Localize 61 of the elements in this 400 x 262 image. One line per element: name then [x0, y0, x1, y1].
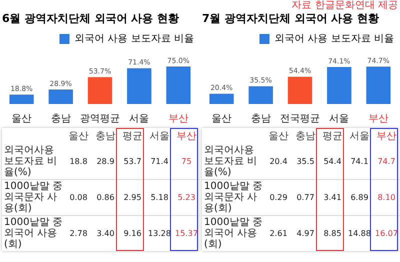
data-label: 35.5: [296, 156, 316, 168]
legend-label: 외국어 사용 보도자료 비율: [74, 34, 194, 45]
text: 자료 한글문화연대 제공: [292, 0, 398, 11]
data-label: 75: [180, 156, 193, 168]
data-label: 0.77: [296, 192, 316, 204]
text: 1000낱말 중 외국어 사용(회): [3, 216, 64, 251]
chart-title: 6월 광역자치단체 외국어 사용 현황: [2, 12, 180, 26]
data-label: 74.1: [350, 156, 370, 168]
data-label: 2.95: [122, 192, 142, 204]
x-tick-label: 충남: [50, 114, 71, 125]
data-label: 28.9: [96, 156, 116, 168]
data-label: 0.08: [68, 192, 88, 204]
x-tick-label: 충남: [250, 114, 271, 125]
category-label: 평균: [122, 130, 144, 144]
data-label: 9.16: [122, 228, 142, 240]
text: 1000낱말 중 외국어 사용(회): [203, 216, 264, 251]
data-label: 2.78: [68, 228, 88, 240]
x-tick-label: 부산: [168, 114, 188, 125]
text: 1000낱말 중 외국문자 사용(회): [3, 180, 64, 216]
category-label: 평균: [322, 130, 344, 144]
x-tick-label: 울산: [212, 114, 232, 125]
text: 외국어사용 보도자료 비율(%): [203, 144, 258, 180]
data-label: 15.37: [174, 228, 199, 240]
legend-label: 외국어 사용 보도자료 비율: [274, 34, 394, 45]
category-label: 울산: [68, 130, 90, 144]
data-label: 14.88: [347, 228, 372, 240]
x-tick-label: 전국평균: [280, 114, 320, 125]
category-label: 부산: [176, 130, 198, 144]
data-label: 53.7: [122, 156, 142, 168]
data-label: 16.07: [374, 228, 399, 240]
category-label: 서울: [348, 130, 370, 144]
category-label: 부산: [376, 130, 398, 144]
data-label: 6.89: [350, 192, 370, 204]
category-label: 충남: [294, 130, 316, 144]
x-tick-label: 부산: [368, 114, 388, 125]
data-label: 74.7: [376, 156, 396, 168]
chart-title: 7월 광역자치단체 외국어 사용 현황: [202, 12, 380, 26]
x-tick-label: 서울: [129, 114, 150, 125]
data-label: 2.61: [268, 228, 288, 240]
text: 1000낱말 중 외국문자 사용(회): [203, 180, 264, 216]
x-tick-label: 울산: [12, 114, 32, 125]
data-label: 13.28: [147, 228, 172, 240]
category-label: 충남: [94, 130, 116, 144]
data-label: 8.10: [376, 192, 396, 204]
text: 외국어사용 보도자료 비율(%): [3, 144, 58, 180]
data-label: 18.8: [68, 156, 88, 168]
data-label: 4.97: [296, 228, 316, 240]
data-label: 0.86: [96, 192, 116, 204]
data-label: 20.4: [268, 156, 288, 168]
data-label: 8.85: [322, 228, 342, 240]
category-label: 울산: [268, 130, 290, 144]
data-label: 5.18: [150, 192, 170, 204]
data-label: 71.4: [150, 156, 170, 168]
data-label: 5.23: [176, 192, 196, 204]
x-tick-label: 광역평균: [80, 114, 120, 125]
data-label: 3.40: [96, 228, 116, 240]
data-label: 54.4: [322, 156, 342, 168]
category-label: 서울: [148, 130, 170, 144]
data-label: 0.29: [268, 192, 288, 204]
x-tick-label: 서울: [329, 114, 350, 125]
data-label: 3.41: [322, 192, 342, 204]
